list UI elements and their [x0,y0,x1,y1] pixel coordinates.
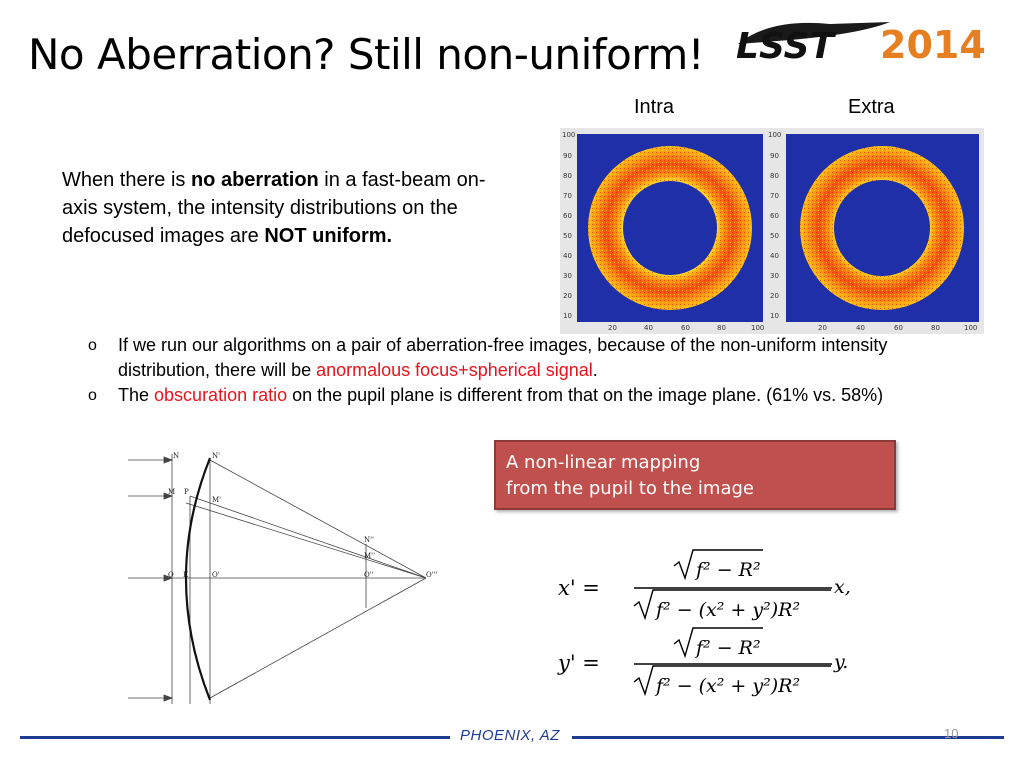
right-y-tick: 90 [770,152,779,160]
left-y-tick: 30 [563,272,572,280]
page-number: 10 [944,726,959,741]
bullet-text: . [592,360,598,380]
label-P: P [184,488,189,496]
bullet-list: o If we run our algorithms on a pair of … [88,333,948,408]
equation-lhs-x: x' = [558,576,600,600]
left-y-tick: 50 [563,232,572,240]
callout-line: from the pupil to the image [506,478,754,499]
left-x-tick: 40 [644,324,653,332]
footer-location: PHOENIX, AZ [460,727,560,744]
right-y-tick: 40 [770,252,779,260]
label-Np: N' [212,452,220,460]
equation-rhs-y: y. [833,651,848,673]
bullet-highlight: anormalous focus+spherical signal [316,360,593,380]
bullet-item: o If we run our algorithms on a pair of … [88,333,948,383]
label-N: N [173,452,179,460]
label-K: K [183,571,189,579]
right-y-tick: 30 [770,272,779,280]
label-Mpp: M'' [364,552,375,560]
right-y-tick: 20 [770,292,779,300]
left-x-tick: 60 [681,324,690,332]
right-x-tick: 60 [894,324,903,332]
right-y-tick: 70 [770,192,779,200]
right-y-tick: 80 [770,172,779,180]
label-Oppp: O''' [426,571,438,579]
right-x-tick: 80 [931,324,940,332]
equation-numerator: f² − R² [694,559,761,581]
intensity-images-figure: 100 90 80 70 60 50 40 30 20 10 20 40 60 … [560,128,984,339]
intro-bold-2: NOT uniform. [264,225,393,247]
footer-divider-left [20,736,450,739]
panel-label-extra: Extra [848,96,895,118]
bullet-item: o The obscuration ratio on the pupil pla… [88,383,948,408]
bullet-text: The [118,385,155,405]
mapping-callout: A non-linear mapping from the pupil to t… [494,440,896,510]
equation-block: x' = f² − R² f² − (x² + y²)R² x, y' = f²… [556,548,876,713]
label-O: O [168,571,174,579]
bullet-highlight: obscuration ratio [154,385,288,405]
equation-denominator: f² − (x² + y²)R² [654,599,800,621]
left-y-tick: 40 [563,252,572,260]
bullet-marker: o [88,337,97,354]
left-x-tick: 80 [717,324,726,332]
right-x-tick: 20 [818,324,827,332]
left-y-tick: 60 [563,212,572,220]
slide-title: No Aberration? Still non-uniform! [28,30,705,79]
lsst-2014-logo: LSST 2014 [730,14,1000,75]
logo-text-year: 2014 [880,23,986,67]
logo-text-lsst: LSST [736,26,837,67]
intro-text-1: When there is [62,169,191,191]
bullet-text: on the pupil plane is different from tha… [287,385,884,405]
bullet-marker: o [88,387,97,404]
equation-numerator: f² − R² [694,637,761,659]
right-y-tick: 50 [770,232,779,240]
label-Opp: O'' [364,571,374,579]
intro-paragraph: When there is no aberration in a fast-be… [62,166,512,250]
footer-divider-right [572,736,1004,739]
left-y-tick: 70 [563,192,572,200]
right-y-tick: 10 [770,312,779,320]
callout-line: A non-linear mapping [506,452,701,473]
right-x-tick: 40 [856,324,865,332]
right-y-tick: 100 [768,131,781,139]
left-x-tick: 20 [608,324,617,332]
lens-curve [184,457,212,701]
left-y-tick: 80 [563,172,572,180]
intro-text-2: in a fast-beam on-axis system, the inten… [62,169,486,247]
equation-rhs-x: x, [834,576,851,598]
right-x-tick: 100 [964,324,977,332]
label-M: M [168,488,175,496]
left-y-tick: 20 [563,292,572,300]
left-x-tick: 100 [751,324,764,332]
equation-denominator: f² − (x² + y²)R² [654,675,800,697]
bullet-text: If we run our algorithms on a pair of ab… [118,335,888,380]
label-Npp: N'' [364,536,374,544]
label-Mp: M' [212,496,221,504]
left-y-tick: 90 [563,152,572,160]
label-Op: O' [212,571,220,579]
left-y-tick: 100 [562,131,575,139]
optics-diagram: N N' M P M' O K O' N'' M'' O'' O''' [126,448,446,715]
left-y-tick: 10 [563,312,572,320]
panel-label-intra: Intra [634,96,675,118]
intro-bold-1: no aberration [190,169,319,191]
equation-lhs-y: y' = [557,651,600,675]
right-y-tick: 60 [770,212,779,220]
